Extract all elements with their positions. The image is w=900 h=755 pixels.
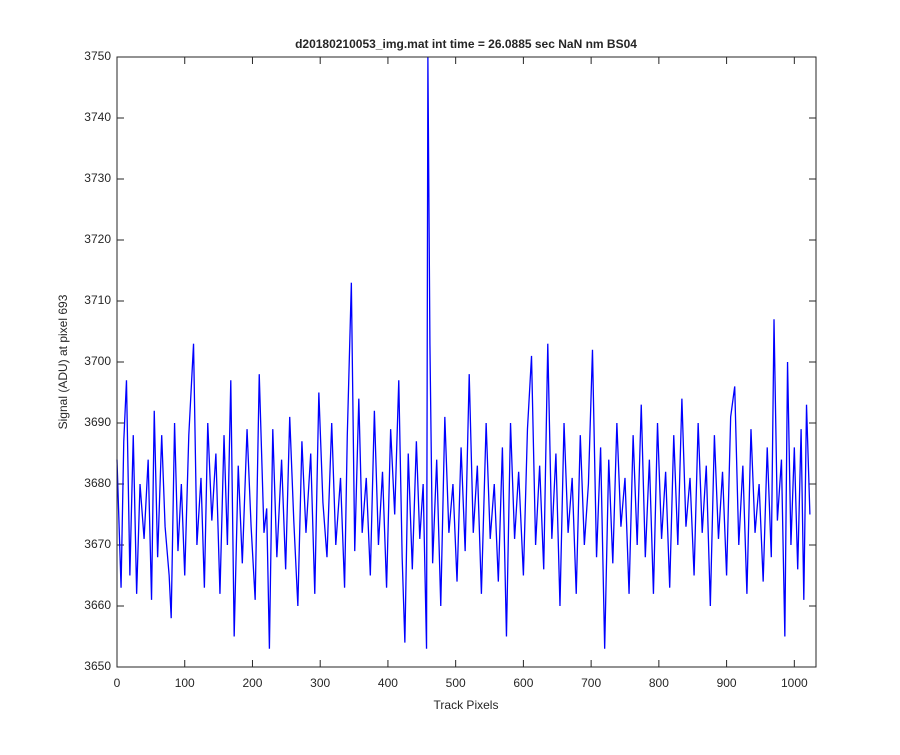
x-tick-label: 400: [378, 676, 398, 690]
data-line: [116, 56, 811, 649]
y-tick-label: 3720: [84, 232, 111, 246]
x-tick-label: 1000: [781, 676, 808, 690]
axes-box: [116, 56, 817, 668]
x-tick-label: 500: [446, 676, 466, 690]
y-tick-label: 3690: [84, 415, 111, 429]
x-tick-label: 100: [175, 676, 195, 690]
y-tick-label: 3670: [84, 537, 111, 551]
x-axis-label: Track Pixels: [434, 698, 499, 712]
y-tick-label: 3750: [84, 49, 111, 63]
y-axis-label: Signal (ADU) at pixel 693: [56, 294, 70, 429]
y-tick-label: 3700: [84, 354, 111, 368]
x-tick-label: 700: [581, 676, 601, 690]
x-tick-label: 0: [114, 676, 121, 690]
y-tick-label: 3680: [84, 476, 111, 490]
chart-title: d20180210053_img.mat int time = 26.0885 …: [295, 37, 637, 51]
y-tick-label: 3740: [84, 110, 111, 124]
y-tick-label: 3730: [84, 171, 111, 185]
x-tick-label: 600: [513, 676, 533, 690]
y-tick-label: 3710: [84, 293, 111, 307]
x-tick-label: 300: [310, 676, 330, 690]
x-tick-label: 900: [717, 676, 737, 690]
y-tick-label: 3660: [84, 598, 111, 612]
y-tick-label: 3650: [84, 659, 111, 673]
x-tick-label: 800: [649, 676, 669, 690]
x-tick-label: 200: [242, 676, 262, 690]
